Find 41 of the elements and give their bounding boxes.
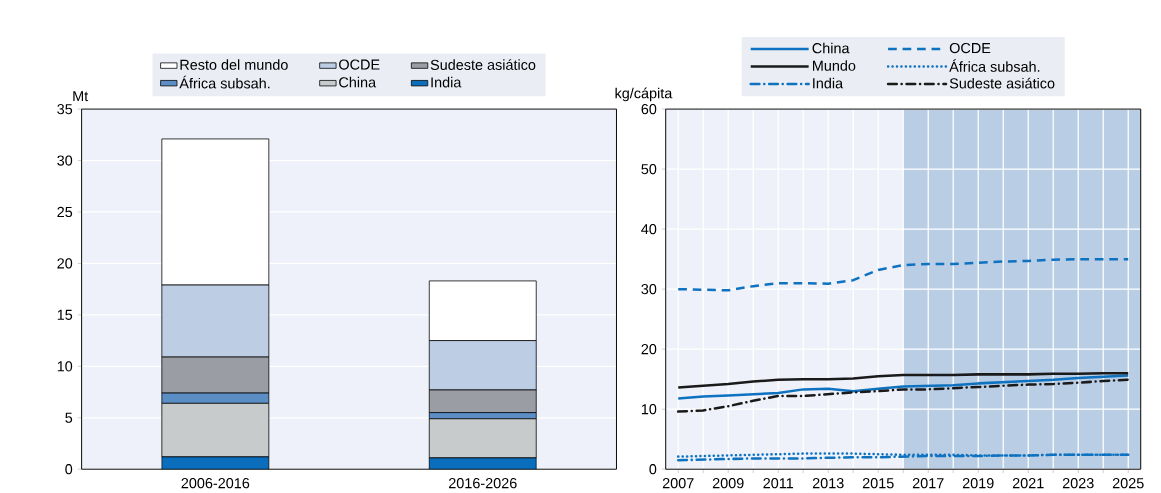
- y-tick-label: 35: [57, 103, 73, 115]
- x-tick-label: 2025: [1112, 478, 1144, 489]
- legend-label: Resto del mundo: [180, 59, 288, 70]
- y-axis-title: Mt: [73, 91, 89, 102]
- x-tick-label: 2013: [812, 478, 844, 489]
- legend-label: OCDE: [339, 59, 380, 70]
- y-tick-label: 15: [57, 309, 73, 320]
- x-tick-label: 2023: [1062, 478, 1094, 489]
- y-tick-label: 10: [641, 404, 657, 415]
- y-tick-label: 50: [641, 163, 657, 175]
- legend-label: India: [431, 76, 462, 88]
- x-tick-label: 2006-2016: [181, 478, 250, 489]
- x-tick-label: 2017: [912, 478, 944, 489]
- y-tick-label: 25: [57, 206, 73, 218]
- y-tick-label: 0: [649, 464, 657, 475]
- legend-label: Mundo: [813, 60, 856, 71]
- legend-label: India: [813, 77, 844, 89]
- legend-label: Sudeste asiático: [949, 77, 1055, 89]
- x-tick-label: 2019: [962, 478, 994, 489]
- legend-label: Sudeste asiático: [430, 59, 536, 70]
- x-tick-label: 2021: [1012, 478, 1044, 489]
- x-tick-label: 2011: [763, 478, 794, 489]
- x-tick-label: 2016-2026: [448, 478, 517, 489]
- x-tick-label: 2007: [662, 478, 694, 489]
- legend-label: África subsah.: [949, 59, 1040, 72]
- legend-label: OCDE: [949, 42, 991, 54]
- y-tick-label: 0: [65, 464, 73, 475]
- legend-label: China: [339, 76, 377, 88]
- legend-label: África subsah.: [179, 75, 270, 89]
- y-tick-label: 30: [641, 283, 657, 295]
- y-tick-label: 30: [57, 155, 73, 166]
- y-tick-label: 20: [57, 258, 73, 269]
- y-tick-label: 40: [641, 223, 657, 235]
- y-tick-label: 20: [641, 344, 657, 355]
- x-tick-label: 2009: [712, 478, 744, 489]
- x-tick-label: 2015: [862, 478, 894, 489]
- legend-label: China: [812, 42, 850, 54]
- y-tick-label: 5: [65, 412, 73, 423]
- y-tick-label: 60: [641, 103, 657, 115]
- y-tick-label: 10: [57, 361, 73, 372]
- y-axis-title: kg/cápita: [615, 87, 673, 102]
